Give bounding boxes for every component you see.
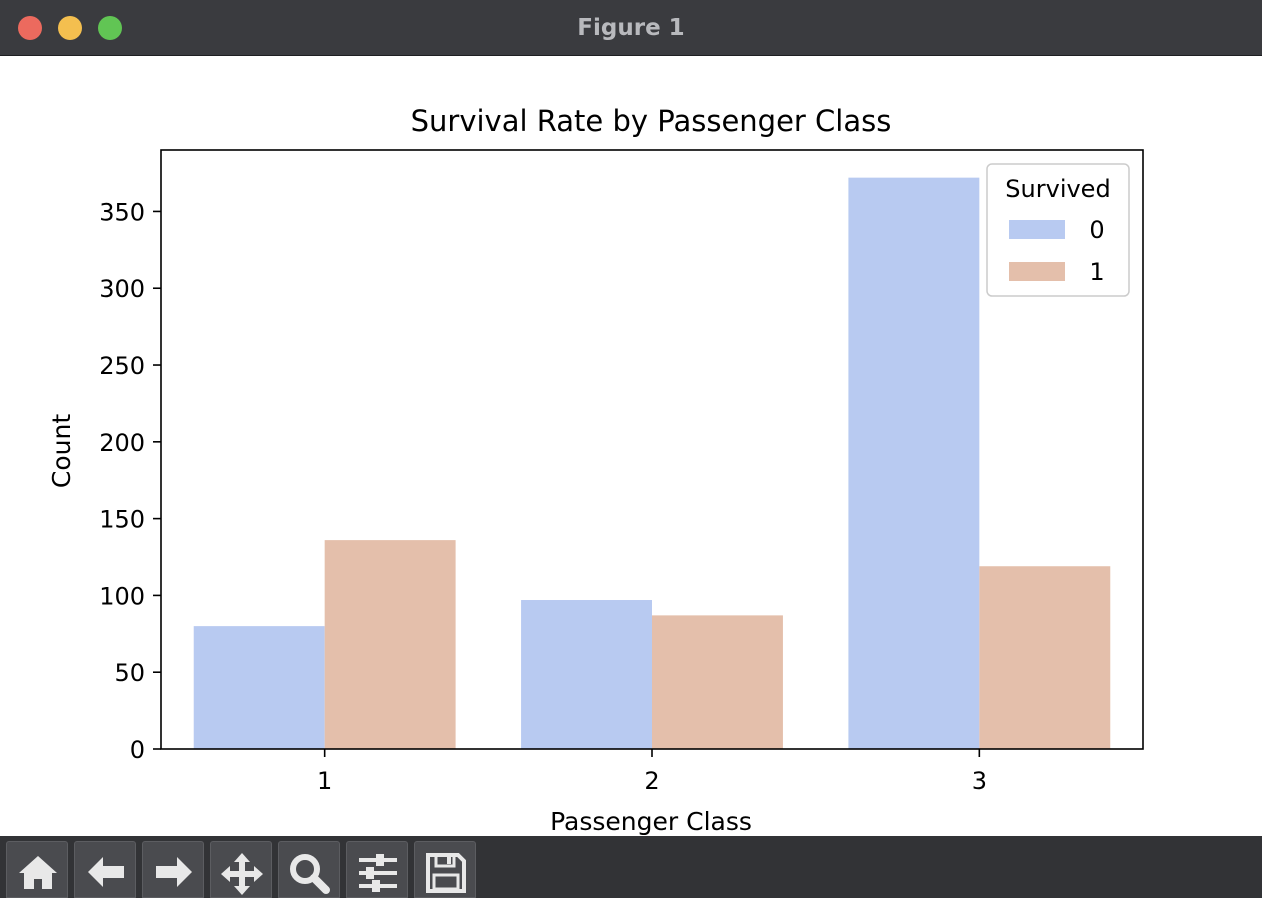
zoom-button[interactable] — [278, 841, 340, 898]
bar-class-1-survived-0 — [193, 626, 325, 749]
y-tick-label: 200 — [99, 429, 145, 457]
home-button[interactable] — [6, 841, 68, 898]
forward-button[interactable] — [142, 841, 204, 898]
bar-class-2-survived-0 — [521, 600, 652, 749]
bar-class-1-survived-1 — [324, 540, 456, 749]
move-icon — [221, 853, 263, 895]
save-button[interactable] — [414, 841, 476, 898]
y-tick-label: 100 — [99, 582, 145, 610]
y-axis-label: Count — [47, 414, 76, 488]
window-titlebar: Figure 1 — [0, 0, 1262, 56]
minimize-window-button[interactable] — [58, 16, 82, 40]
y-tick-label: 300 — [99, 275, 145, 303]
arrow-right-icon — [156, 857, 192, 887]
window-title: Figure 1 — [577, 15, 685, 41]
y-tick-label: 50 — [114, 659, 145, 687]
bar-class-3-survived-0 — [848, 177, 980, 750]
x-tick-label: 1 — [317, 767, 332, 795]
close-window-button[interactable] — [18, 16, 42, 40]
axes: 0 50 100 150 200 250 300 350 1 2 3 — [99, 149, 1144, 795]
legend-swatch — [1009, 262, 1065, 281]
maximize-window-button[interactable] — [98, 16, 122, 40]
configure-subplots-button[interactable] — [346, 841, 408, 898]
legend: Survived 0 1 — [986, 163, 1130, 297]
bar-chart: Survival Rate by Passenger Class Passeng… — [47, 104, 1144, 836]
back-button[interactable] — [74, 841, 136, 898]
y-tick-label: 350 — [99, 198, 145, 226]
magnifier-icon — [290, 854, 330, 894]
y-tick-label: 250 — [99, 352, 145, 380]
chart-title: Survival Rate by Passenger Class — [411, 104, 892, 138]
bar-class-2-survived-1 — [652, 615, 783, 749]
legend-entry-label: 1 — [1089, 258, 1104, 286]
legend-title: Survived — [1005, 175, 1110, 203]
legend-swatch — [1009, 220, 1065, 239]
x-axis-label: Passenger Class — [550, 807, 752, 836]
navigation-toolbar — [0, 836, 1262, 898]
y-tick-label: 0 — [130, 736, 145, 764]
sliders-icon — [359, 854, 397, 892]
pan-button[interactable] — [210, 841, 272, 898]
plot-canvas: Survival Rate by Passenger Class Passeng… — [0, 56, 1262, 836]
arrow-left-icon — [88, 857, 124, 887]
x-tick-label: 3 — [972, 767, 987, 795]
bar-group — [193, 177, 1111, 750]
y-tick-label: 150 — [99, 506, 145, 534]
bar-class-3-survived-1 — [979, 566, 1111, 749]
floppy-disk-icon — [426, 853, 466, 893]
x-tick-label: 2 — [644, 767, 659, 795]
legend-entry-label: 0 — [1089, 216, 1104, 244]
home-icon — [19, 856, 57, 889]
